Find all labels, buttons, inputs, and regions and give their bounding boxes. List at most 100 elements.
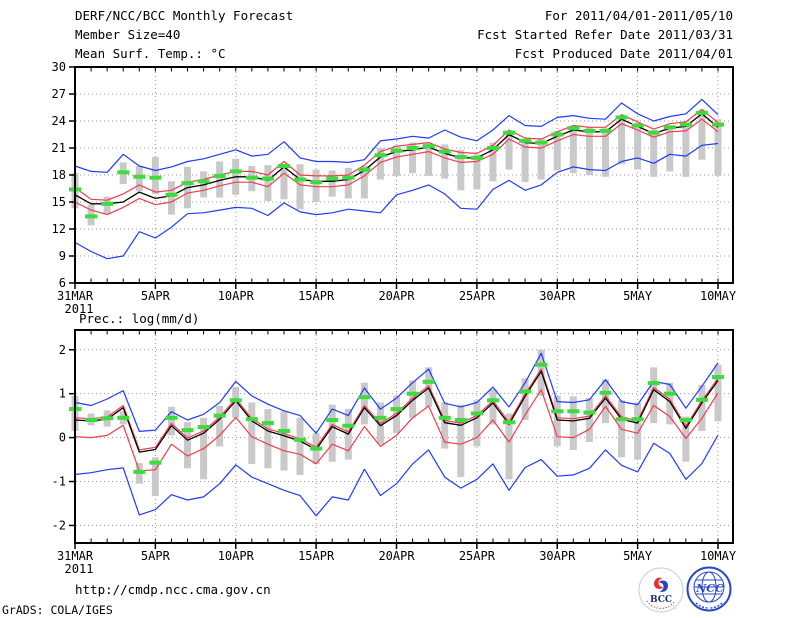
observation-dash [503,130,516,135]
precipitation-chart: 31MAR 5APR 10APR 15APR 20APR 25APR 30APR 5MAY 10… [52,329,737,576]
bcc-logo-label: BCC [650,595,672,605]
member-spread-bar [634,402,642,460]
observation-dash [583,410,596,415]
observation-dash [519,389,532,394]
ensemble-mean-line [74,370,719,453]
observation-dash [663,125,676,130]
member-spread-bar [457,149,465,191]
y-tick-label: 12 [52,222,66,236]
x-tick-label: 5MAY [623,549,653,563]
observation-dash [406,146,419,150]
y-tick-label: 15 [52,195,66,209]
member-spread-bar [376,148,384,180]
observation-dash [422,379,435,384]
y-tick-label: 9 [59,249,66,263]
plot-frame [74,329,734,544]
refer-date: Fcst Started Refer Date 2011/03/31 [477,27,733,42]
observation-dash [470,155,483,160]
member-spread-bar [441,144,449,179]
plot-frame [74,66,734,284]
ensemble-min-line [74,434,719,517]
observation-dash [712,122,724,127]
x-tick-label: 5APR [141,549,171,563]
observation-dash [229,398,242,403]
x-tick-label: 30APR [539,289,576,303]
member-spread-bar [393,145,400,176]
member-spread-bar [360,382,368,425]
x-tick-label: 30APR [539,549,576,563]
observation-dash [85,418,98,423]
observation-dash [599,390,612,395]
x-tick-label: 5MAY [623,289,653,303]
observation-dash [310,446,323,451]
member-spread-bar [264,165,272,202]
observation-dash [615,115,628,120]
member-spread-bar [409,380,417,418]
member-spread-bar [280,411,288,471]
member-spread-bar [601,379,609,424]
member-spread-bar [151,157,159,194]
observation-dash [374,415,387,420]
observation-dash [117,415,130,420]
bcc-logo: BCC [638,567,684,613]
member-spread-bar [296,417,304,475]
observation-dash [599,128,612,133]
observation-dash [695,110,708,115]
member-spread-bar [473,154,481,190]
member-spread-bar [441,402,449,449]
observation-dash [438,149,451,154]
observation-dash [503,420,516,425]
member-size: Member Size=40 [75,27,181,42]
observation-dash [261,176,274,181]
observation-dash [438,415,451,420]
member-spread-bar [650,130,658,177]
observation-dash [358,167,371,172]
member-spread-bar [553,130,561,171]
member-spread-bar [682,122,690,177]
observation-dash [519,138,532,143]
observation-dash [647,381,660,386]
member-spread-bar [618,115,626,165]
observation-dash [551,409,564,414]
observation-dash [213,173,226,178]
observation-dash [663,391,676,396]
member-spread-bar [457,404,465,478]
ncc-logo: NCC [686,566,732,612]
observation-dash [679,418,692,423]
observation-dash [712,374,724,379]
member-spread-bar [328,170,336,197]
member-spread-bar [167,181,175,215]
header-row-2: Member Size=40 Fcst Started Refer Date 2… [75,27,733,42]
member-spread-bar [634,122,642,170]
observation-dash [390,407,403,412]
member-spread-bar [167,406,175,436]
y-tick-label: -1 [52,475,66,489]
observation-dash [310,180,323,185]
member-spread-bar [682,416,690,462]
member-spread-bar [489,142,497,182]
observation-dash [342,423,355,428]
x-tick-label: 25APR [459,289,496,303]
member-spread-bar [521,378,529,421]
temperature-chart: 31MAR 5APR 10APR 15APR 20APR 25APR 30APR 5MAY 10… [52,60,737,316]
ensemble-min-line [74,142,719,260]
observation-dash [101,416,114,421]
observation-dash [165,415,178,420]
member-spread-bar [714,119,722,176]
ensemble-max-line [74,98,719,173]
observation-dash [294,177,307,182]
observation-dash [326,176,339,181]
observation-dash [149,175,162,180]
member-spread-bar [585,398,593,442]
observation-dash [390,148,403,153]
observation-dash [245,175,258,180]
x-tick-label: 5APR [141,289,171,303]
member-spread-bar [409,142,417,174]
member-spread-bar [569,125,577,174]
x-tick-label: 10APR [218,289,255,303]
observation-dash [583,128,596,133]
member-spread-bar [489,389,497,425]
header-row-1: DERF/NCC/BCC Monthly Forecast For 2011/0… [75,8,733,23]
observation-dash [101,201,114,206]
